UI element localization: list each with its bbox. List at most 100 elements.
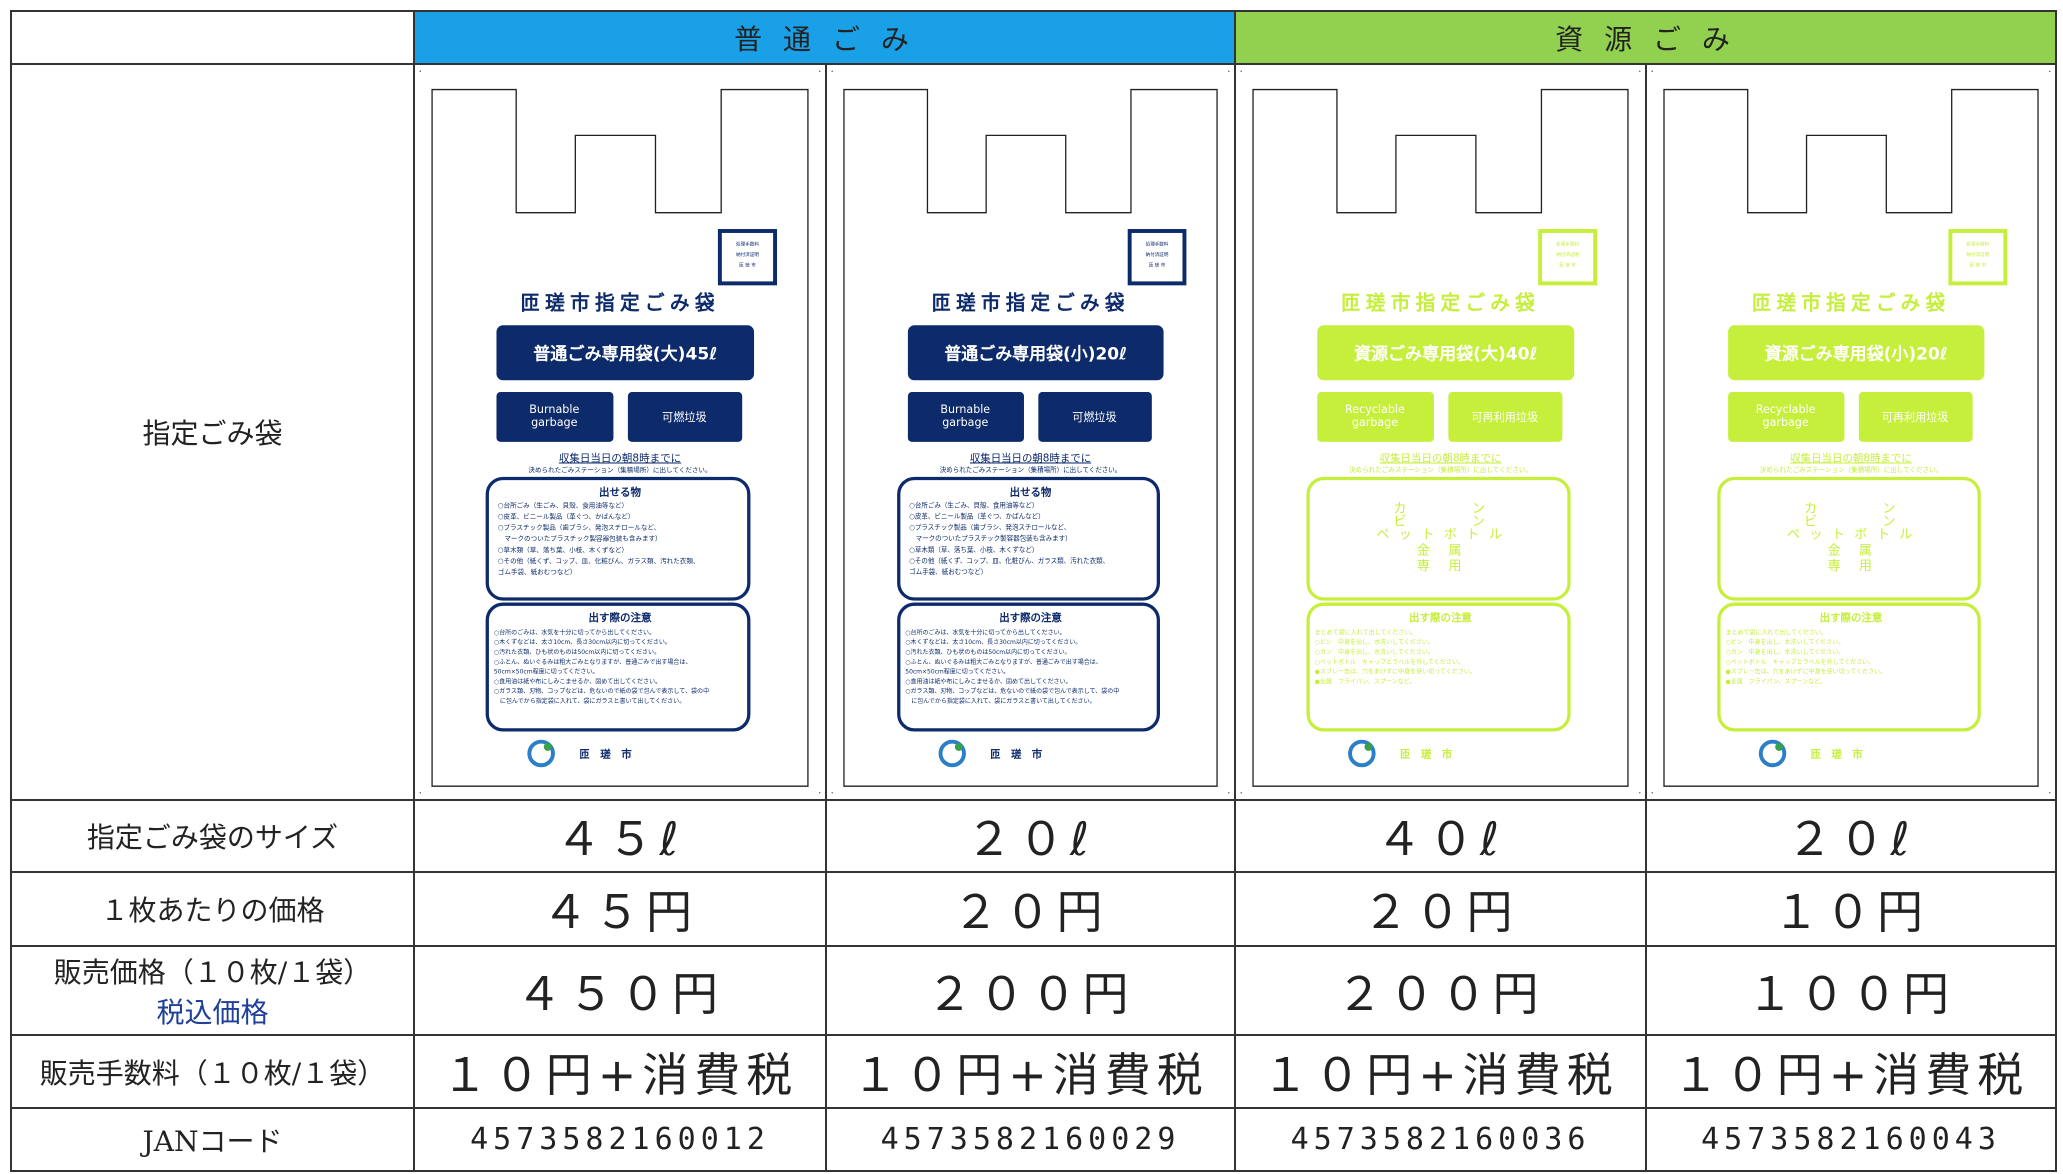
caution-box [1306,602,1571,732]
data-row: 指定ごみ袋のサイズ ４５ℓ ２０ℓ ４０ℓ ２０ℓ [10,799,2058,873]
notice-sub: 決められたごみステーション（集積場所）に出してください。 [940,465,1122,474]
bag-name: 資源ごみ専用袋(小)20ℓ [1765,343,1948,364]
corner-dot [1228,70,1230,73]
value-cell: ２００円 [1234,945,1648,1036]
value-cell: １００円 [1645,945,2058,1036]
caution-item: まとめて袋に入れて出してください。 [1725,628,1826,636]
items-box [485,476,751,601]
city-logo-dot [543,743,552,751]
row-note: 税込価格 [156,995,269,1029]
city-logo [527,739,555,768]
row-label: JANコード [10,1107,415,1172]
notice-sub: 決められたごみステーション（集積場所）に出してください。 [1760,465,1942,474]
city-logo-dot [954,743,963,751]
image-row: 指定ごみ袋 処理手数料 納付済証明匝 瑳 市匝瑳市指定ごみ袋 普通ごみ専用袋(大)45… [10,63,2058,801]
row-label: 指定ごみ袋 [10,63,415,801]
caution-item: ●金属 フライパン、スプーンなど。 [1315,677,1416,685]
corner-dot [1638,70,1641,73]
corner-dot [419,791,422,794]
caution-item: まとめて袋に入れて出してください。 [1315,628,1417,636]
value-cell: １０円+消費税 [824,1034,1237,1109]
value-cell: ４５ℓ [413,799,827,873]
data-row: 販売手数料（１０枚/１袋） １０円+消費税 １０円+消費税 １０円+消費税 １０円+消費… [10,1034,2058,1109]
en-box [1728,392,1845,442]
value-cell: ２０ℓ [824,799,1237,873]
item: ○草木類（草、落ち葉、小枝、木くずなど） [498,545,628,554]
caution-title: 出す際の注意 [1820,611,1883,624]
stamp-text: 処理手数料 [1146,240,1169,247]
item: ○皮革、ビニール製品（革ぐつ、かばんなど） [909,511,1044,520]
stamp-text: 処理手数料 [736,240,759,247]
name-box [1317,325,1575,381]
bag-cell: 処理手数料 納付済証明匝 瑳 市匝瑳市指定ごみ袋 普通ごみ専用袋(大)45ℓ Burn… [413,63,827,801]
caution-item: ○木くずなどは、太さ10cm、長さ30cm以内に切ってください。 [494,638,671,646]
items-box [1717,476,1981,601]
bag-outline [843,88,1218,787]
city-logo-dot [1775,743,1784,751]
english-label: Recyclable [1756,403,1816,416]
city-logo [938,739,966,768]
bag-outline [1252,88,1629,787]
caution-item: ○ガラス類、刃物、コップなどは、危ないので紙の袋で包んで表示して、袋の中 [905,687,1119,695]
caution-item: ○ビン 中身を出し、水洗いしてください。 [1315,638,1434,646]
caution-item: に包んでから指定袋に入れて、袋にガラスと書いて出してください。 [905,697,1095,705]
stamp-text: 処理手数料 [1556,240,1579,247]
group-header: 資 源 ご み [1234,10,2058,65]
notice: 収集日当日の朝8時までに [1380,451,1502,464]
bag-name: 普通ごみ専用袋(小)20ℓ [944,343,1127,364]
caution-item: ●スプレー缶は、穴をあけずに中身を使い切ってください。 [1315,668,1476,676]
value-cell: １０円+消費税 [1234,1034,1648,1109]
chinese-label: 可再利用垃圾 [1471,410,1538,424]
caution-item: ○ガラス類、刃物、コップなどは、危ないので紙の袋で包んで表示して、袋の中 [494,687,709,695]
group-header: 普 通 ご み [412,10,1237,65]
city-name: 匝 瑳 市 [1811,747,1864,760]
caution-box [1717,602,1981,732]
notice-sub: 決められたごみステーション（集積場所）に出してください。 [1349,465,1532,474]
name-box [496,325,755,381]
zh-box [1038,392,1152,442]
accepted-item: カ ン [1393,502,1487,517]
value-cell: 4573582160029 [824,1107,1237,1172]
caution-item: に包んでから指定袋に入れて、袋にガラスと書いて出してください。 [494,697,685,705]
corner-dot [2049,791,2051,794]
stamp-text: 納付済証明 [1966,251,1989,258]
accepted-item: ペ ッ ト ボ ト ル [1376,527,1504,543]
item: ○プラスチック製品（歯ブラシ、発泡スチロールなど、 [909,523,1070,532]
bag-title: 匝瑳市指定ごみ袋 [520,292,720,315]
corner-dot [1240,791,1243,794]
row-label-text: JANコード [142,1124,283,1158]
item: ○草木類（草、落ち葉、小枝、木くずなど） [909,545,1038,554]
data-row: JANコード 4573582160012 4573582160029 45735821… [10,1107,2058,1172]
bag-name: 資源ごみ専用袋(大)40ℓ [1354,343,1537,364]
stamp-text: 匝 瑳 市 [1559,261,1576,268]
stamp-text: 匝 瑳 市 [1970,261,1987,268]
bag-outline [1663,88,2039,787]
items-title: 出せる物 [1010,485,1052,498]
corner-dot [2049,70,2051,73]
stamp-box [717,229,778,286]
caution-item: ○カン 中身を出し、水洗いしてください。 [1725,648,1844,656]
value-cell: 4573582160012 [413,1107,827,1172]
name-box [1728,325,1985,381]
caution-item: 50cm×50cm程度に切ってください。 [905,668,1009,676]
caution-box [485,602,751,732]
caution-item: 50cm×50cm程度に切ってください。 [494,668,599,676]
caution-item: ○カン 中身を出し、水洗いしてください。 [1315,648,1434,656]
item: ゴム手袋、紙おむつなど） [498,567,577,576]
value-cell: ４５０円 [413,945,827,1036]
english-label: Burnable [529,403,579,416]
caution-item: ●金属 フライパン、スプーンなど。 [1725,677,1825,685]
caution-title: 出す際の注意 [588,611,652,624]
notice: 収集日当日の朝8時までに [559,451,681,464]
corner-dot [1228,791,1230,794]
caution-item: ○ふとん、ぬいぐるみは粗大ごみとなりますが、普通ごみで出す場合は、 [494,658,692,666]
chinese-label: 可再利用垃圾 [1882,410,1949,424]
items-box [897,476,1160,601]
city-logo-dot [1364,743,1373,751]
item: ○台所ごみ（生ごみ、貝殻、食用油等など） [909,500,1038,509]
notice: 収集日当日の朝8時までに [1790,451,1912,464]
stamp-box [1948,229,2008,286]
accepted-item: カ ン [1804,502,1898,517]
en-box [496,392,614,442]
